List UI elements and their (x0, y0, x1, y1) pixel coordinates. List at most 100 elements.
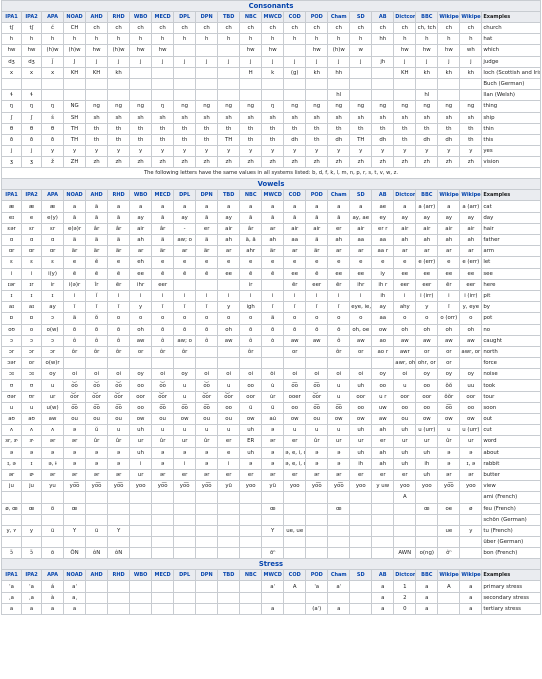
column-header[interactable]: RHD (107, 189, 131, 202)
column-header[interactable]: Wikipedia (459, 189, 483, 202)
column-header[interactable]: POD (305, 569, 329, 582)
column-header[interactable]: RHD (107, 569, 131, 582)
column-header[interactable]: TBD (217, 189, 241, 202)
column-header[interactable]: Wikipedia (459, 569, 483, 582)
column-header[interactable]: IPA2 (21, 189, 43, 202)
example-word[interactable]: by (481, 301, 541, 314)
column-header[interactable]: NBC (239, 11, 263, 23)
column-header[interactable]: Wikipedia (459, 11, 483, 23)
example-word[interactable]: arm (481, 245, 541, 258)
column-header[interactable]: MECD (151, 11, 175, 23)
column-header[interactable]: AHD (85, 11, 109, 23)
example-word[interactable]: tu (French) (481, 524, 541, 538)
column-header[interactable]: IPA1 (0, 569, 23, 582)
example-word[interactable]: out (481, 412, 541, 426)
example-word[interactable]: caught (481, 334, 541, 347)
example-word[interactable]: let (481, 256, 541, 269)
example-word[interactable]: day (481, 211, 541, 224)
example-word[interactable]: judge (481, 55, 541, 68)
column-header[interactable]: NOAD (63, 569, 87, 582)
column-header[interactable]: Wikipedia (437, 11, 461, 23)
column-header[interactable]: RHD (107, 11, 131, 23)
example-word[interactable]: pot (481, 312, 541, 325)
example-word[interactable]: schön (German) (481, 513, 541, 526)
example-word[interactable]: thing (481, 100, 541, 113)
example-word[interactable]: force (481, 357, 541, 370)
example-word[interactable]: rabbit (481, 457, 541, 470)
column-header[interactable]: Cham (327, 189, 351, 202)
column-header[interactable]: DPL (173, 11, 197, 23)
example-word[interactable]: about (481, 446, 541, 459)
column-header[interactable]: POD (305, 11, 329, 23)
example-word[interactable]: which (481, 44, 541, 57)
example-word[interactable]: here (481, 278, 541, 291)
column-header[interactable]: Cham (327, 569, 351, 582)
column-header[interactable]: AHD (85, 569, 109, 582)
example-word[interactable]: ami (French) (481, 491, 541, 504)
example-word[interactable]: tour (481, 390, 541, 403)
column-header[interactable]: BBC (415, 569, 439, 582)
example-word[interactable]: yes (481, 145, 541, 158)
column-header[interactable]: IPA2 (21, 569, 43, 582)
column-header[interactable]: NOAD (63, 11, 87, 23)
column-header[interactable]: IPA2 (21, 11, 43, 23)
example-word[interactable]: primary stress (481, 580, 541, 593)
column-header[interactable]: COD (283, 11, 307, 23)
column-header[interactable]: MECD (151, 189, 175, 202)
column-header[interactable]: MWCD (261, 569, 285, 582)
example-word[interactable]: church (481, 21, 541, 35)
column-header[interactable]: BBC (415, 11, 439, 23)
column-header[interactable]: DPN (195, 569, 219, 582)
example-word[interactable]: tertiary stress (481, 602, 541, 616)
column-header[interactable]: WBO (129, 189, 153, 202)
column-header[interactable]: MWCD (261, 11, 285, 23)
column-header[interactable]: NBC (239, 189, 263, 202)
column-header[interactable]: NOAD (63, 189, 87, 202)
example-word[interactable]: feu (French) (481, 502, 541, 515)
example-word[interactable]: loch (Scottish and Irish) (481, 66, 541, 79)
column-header[interactable]: MWCD (261, 189, 285, 202)
column-header[interactable]: SD (349, 569, 373, 582)
column-header[interactable]: DPL (173, 569, 197, 582)
column-header[interactable]: APA (41, 569, 65, 582)
column-header[interactable]: WBO (129, 569, 153, 582)
column-header[interactable]: POD (305, 189, 329, 202)
example-word[interactable]: no (481, 323, 541, 336)
example-word[interactable]: llan (Welsh) (481, 89, 541, 102)
column-header[interactable]: DPL (173, 189, 197, 202)
example-word[interactable]: word (481, 435, 541, 448)
example-word[interactable]: noise (481, 368, 541, 381)
column-header[interactable]: Wikipedia (437, 569, 461, 582)
example-word[interactable]: vision (481, 156, 541, 169)
column-header[interactable]: IPA1 (0, 189, 23, 202)
column-header[interactable]: NBC (239, 569, 263, 582)
example-word[interactable]: north (481, 345, 541, 359)
example-word[interactable]: Buch (German) (481, 77, 541, 91)
column-header[interactable]: AB (371, 11, 395, 23)
column-header[interactable]: AHD (85, 189, 109, 202)
column-header[interactable]: SD (349, 189, 373, 202)
example-word[interactable]: hat (481, 33, 541, 46)
column-header[interactable]: MECD (151, 569, 175, 582)
column-header[interactable]: COD (283, 189, 307, 202)
column-header[interactable]: TBD (217, 569, 241, 582)
column-header[interactable]: WBO (129, 11, 153, 23)
example-word[interactable]: ship (481, 111, 541, 124)
column-header[interactable]: TBD (217, 11, 241, 23)
example-word[interactable]: butter (481, 468, 541, 482)
example-word[interactable]: this (481, 133, 541, 147)
example-word[interactable]: hair (481, 222, 541, 236)
column-header[interactable]: AB (371, 189, 395, 202)
example-word[interactable]: über (German) (481, 536, 541, 549)
column-header[interactable]: COD (283, 569, 307, 582)
column-header[interactable]: APA (41, 189, 65, 202)
example-word[interactable]: pit (481, 289, 541, 303)
example-word[interactable]: bon (French) (481, 547, 541, 560)
column-header[interactable]: Wikipedia (437, 189, 461, 202)
example-word[interactable]: took (481, 379, 541, 392)
column-header[interactable]: Cham (327, 11, 351, 23)
column-header[interactable]: DPN (195, 11, 219, 23)
column-header[interactable]: Dictcom (393, 189, 417, 202)
column-header[interactable]: APA (41, 11, 65, 23)
column-header[interactable]: SD (349, 11, 373, 23)
